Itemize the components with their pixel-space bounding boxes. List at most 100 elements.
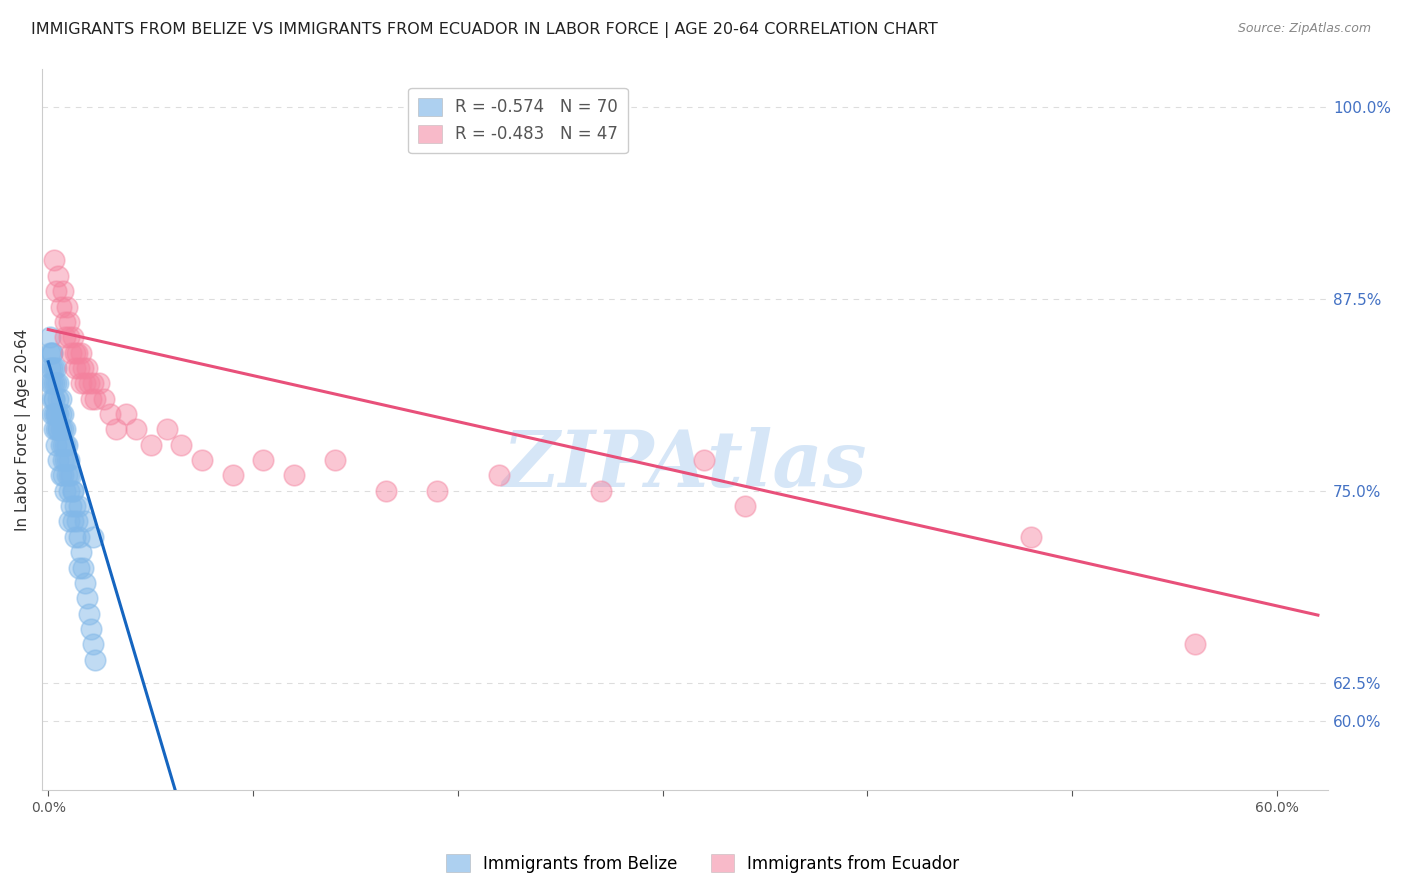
Point — [82, 637, 104, 651]
Point — [70, 376, 93, 391]
Point — [48, 392, 70, 406]
Point — [49, 438, 72, 452]
Point — [41, 407, 63, 421]
Point — [58, 515, 80, 529]
Point — [53, 483, 76, 498]
Point — [66, 515, 89, 529]
Point — [104, 422, 127, 436]
Point — [221, 468, 243, 483]
Point — [52, 422, 75, 436]
Point — [89, 376, 111, 391]
Point — [53, 330, 76, 344]
Point — [49, 407, 72, 421]
Point — [44, 392, 66, 406]
Text: ZIPAtlas: ZIPAtlas — [503, 427, 868, 504]
Point — [283, 468, 305, 483]
Point — [67, 499, 90, 513]
Point — [41, 392, 63, 406]
Point — [67, 360, 90, 375]
Point — [76, 591, 98, 606]
Point — [591, 483, 613, 498]
Point — [63, 530, 86, 544]
Point — [63, 360, 86, 375]
Point — [41, 360, 63, 375]
Point — [67, 560, 90, 574]
Point — [66, 345, 89, 359]
Legend: R = -0.574   N = 70, R = -0.483   N = 47: R = -0.574 N = 70, R = -0.483 N = 47 — [408, 87, 627, 153]
Point — [39, 360, 62, 375]
Point — [59, 468, 82, 483]
Point — [62, 483, 84, 498]
Point — [49, 468, 72, 483]
Point — [82, 530, 104, 544]
Point — [80, 392, 103, 406]
Point — [45, 376, 67, 391]
Point — [55, 468, 77, 483]
Point — [39, 376, 62, 391]
Point — [426, 483, 449, 498]
Point — [67, 530, 90, 544]
Point — [45, 422, 67, 436]
Point — [52, 453, 75, 467]
Point — [62, 330, 84, 344]
Point — [45, 284, 67, 298]
Y-axis label: In Labor Force | Age 20-64: In Labor Force | Age 20-64 — [15, 328, 31, 531]
Point — [734, 499, 756, 513]
Point — [48, 422, 70, 436]
Point — [41, 376, 63, 391]
Point — [323, 453, 346, 467]
Point — [170, 438, 193, 452]
Point — [45, 438, 67, 452]
Point — [52, 438, 75, 452]
Point — [75, 376, 97, 391]
Point — [52, 407, 75, 421]
Point — [63, 345, 86, 359]
Point — [48, 453, 70, 467]
Point — [55, 453, 77, 467]
Point — [692, 453, 714, 467]
Point — [59, 345, 82, 359]
Point — [53, 453, 76, 467]
Point — [49, 300, 72, 314]
Point — [45, 407, 67, 421]
Point — [115, 407, 138, 421]
Point — [44, 360, 66, 375]
Point — [44, 422, 66, 436]
Point — [48, 376, 70, 391]
Point — [44, 253, 66, 268]
Point — [70, 345, 93, 359]
Point — [125, 422, 148, 436]
Point — [62, 483, 84, 498]
Point — [55, 300, 77, 314]
Point — [44, 376, 66, 391]
Point — [58, 315, 80, 329]
Point — [98, 407, 121, 421]
Point — [44, 407, 66, 421]
Point — [82, 376, 104, 391]
Point — [49, 422, 72, 436]
Point — [93, 392, 115, 406]
Point — [252, 453, 274, 467]
Point — [55, 438, 77, 452]
Point — [48, 422, 70, 436]
Point — [58, 483, 80, 498]
Point — [53, 422, 76, 436]
Point — [53, 438, 76, 452]
Point — [63, 499, 86, 513]
Point — [77, 607, 100, 621]
Point — [52, 284, 75, 298]
Point — [76, 360, 98, 375]
Point — [84, 392, 107, 406]
Text: Source: ZipAtlas.com: Source: ZipAtlas.com — [1237, 22, 1371, 36]
Point — [156, 422, 179, 436]
Point — [59, 499, 82, 513]
Point — [80, 622, 103, 636]
Point — [70, 545, 93, 559]
Point — [1019, 530, 1042, 544]
Point — [84, 653, 107, 667]
Point — [49, 392, 72, 406]
Point — [48, 407, 70, 421]
Point — [1184, 637, 1206, 651]
Point — [58, 453, 80, 467]
Point — [75, 575, 97, 590]
